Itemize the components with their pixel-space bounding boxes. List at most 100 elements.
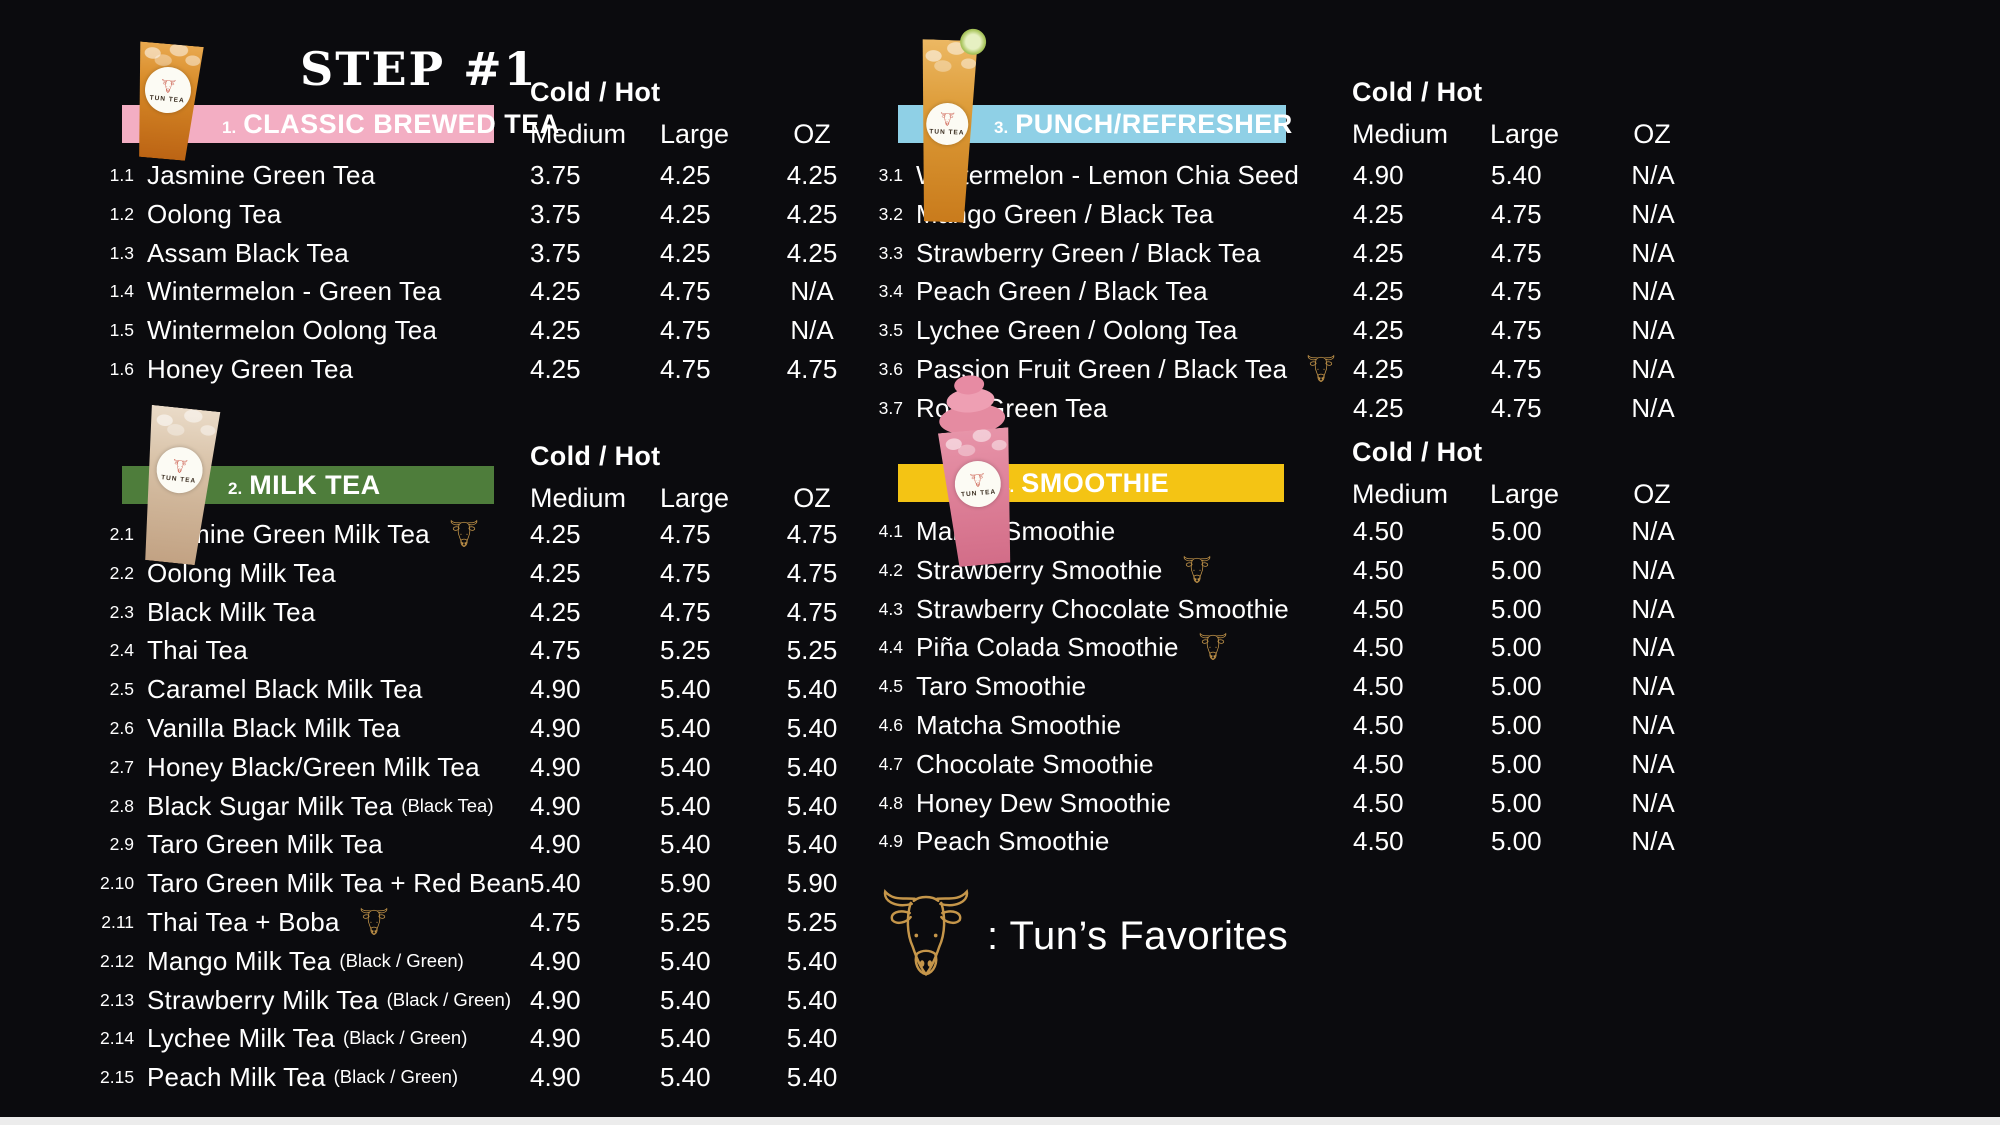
price-medium: 4.25 [1353, 198, 1404, 229]
item-number: 3.1 [878, 165, 903, 185]
section-title: PUNCH/REFRESHER [1015, 108, 1293, 139]
price-oz: 5.40 [786, 829, 838, 860]
price-medium: 4.50 [1353, 709, 1404, 740]
price-medium: 4.75 [530, 906, 581, 937]
price-medium: 3.75 [530, 198, 581, 229]
price-oz: N/A [1631, 593, 1675, 624]
column-headers: Medium Large OZ [530, 116, 864, 152]
price-large: 4.75 [1491, 276, 1542, 307]
price-oz: N/A [1631, 632, 1675, 663]
price-oz: 4.75 [786, 519, 838, 549]
price-large: 4.75 [660, 557, 711, 588]
menu-item-row: 4.2 Strawberry Smoothie 4.50 5.00 N/A [869, 551, 1705, 590]
menu-item-row: 4.7 Chocolate Smoothie 4.50 5.00 N/A [869, 745, 1705, 784]
item-number: 1.5 [109, 320, 134, 341]
item-number: 3.4 [878, 281, 903, 302]
price-large: 5.40 [660, 1062, 711, 1093]
price-large: 5.00 [1491, 593, 1542, 624]
price-medium: 4.50 [1353, 787, 1404, 818]
item-number: 2.14 [100, 1028, 135, 1049]
favorite-bull-icon [358, 903, 392, 942]
item-name: Thai Tea + Boba [147, 906, 340, 937]
item-number: 3.7 [878, 397, 903, 418]
price-medium: 4.25 [1353, 392, 1404, 423]
item-name-box: Taro Smoothie [916, 667, 1353, 706]
menu-item-row: 3.3 Strawberry Green / Black Tea 4.25 4.… [869, 234, 1705, 273]
item-name: Lychee Milk Tea [147, 1023, 335, 1054]
favorite-bull-icon [1197, 628, 1231, 667]
item-name: Peach Green / Black Tea [916, 276, 1208, 307]
menu-item-row: 4.9 Peach Smoothie 4.50 5.00 N/A [869, 822, 1705, 861]
item-number: 2.15 [100, 1067, 135, 1088]
price-large: 5.40 [1491, 160, 1542, 190]
logo-bull-icon [160, 77, 177, 95]
item-name: Matcha Smoothie [916, 709, 1122, 740]
price-oz: N/A [1631, 353, 1675, 384]
item-name: Wintermelon - Lemon Chia Seed [916, 160, 1299, 190]
price-oz: N/A [790, 315, 834, 346]
price-large: 5.40 [660, 790, 711, 821]
favorite-bull-icon [448, 515, 482, 554]
price-medium: 4.90 [530, 1023, 581, 1054]
price-large: 4.75 [1491, 237, 1542, 268]
price-medium: 4.25 [530, 519, 581, 549]
item-name: Wintermelon Oolong Tea [147, 315, 438, 346]
menu-item-row: 3.4 Peach Green / Black Tea 4.25 4.75 N/… [869, 272, 1705, 311]
menu-item-row: 4.1 Mango Smoothie 4.50 5.00 N/A [869, 512, 1705, 551]
section-number: 2. [228, 478, 243, 498]
col-header-large: Large [1490, 119, 1560, 149]
item-list-smoothie: 4.1 Mango Smoothie 4.50 5.00 N/A 4.2 Str… [869, 512, 1705, 861]
favorite-bull-icon [1305, 350, 1339, 389]
price-large: 5.40 [660, 674, 711, 705]
cold-hot-label: Cold / Hot [530, 441, 661, 471]
section-bar-label-wrap: 2. MILK TEA [228, 470, 381, 501]
item-number: 4.4 [878, 637, 903, 658]
price-large: 5.00 [1491, 709, 1542, 740]
favorites-label: : Tun’s Favorites [987, 913, 1289, 958]
item-number: 2.13 [100, 989, 135, 1010]
item-number: 4.6 [878, 714, 903, 735]
drink-photo-classic-brewed-tea: TUN TEA [125, 41, 209, 162]
item-name-box: Mango Green / Black Tea [916, 195, 1353, 234]
price-medium: 4.90 [530, 829, 581, 860]
price-large: 5.00 [1491, 516, 1542, 546]
price-oz: 5.25 [786, 635, 838, 666]
item-name: Piña Colada Smoothie [916, 632, 1179, 663]
logo-bull-icon [939, 111, 956, 129]
item-name-box: Piña Colada Smoothie [916, 628, 1353, 667]
item-name: Taro Smoothie [916, 671, 1087, 702]
price-oz: 5.40 [786, 790, 838, 821]
item-number: 4.9 [878, 831, 903, 852]
item-name: Thai Tea [147, 635, 248, 666]
item-name-box: Mango Smoothie [916, 512, 1353, 551]
page-title: STEP #1 [300, 42, 538, 96]
item-name-box: Black Sugar Milk Tea (Black Tea) [147, 787, 530, 826]
price-large: 5.40 [660, 1023, 711, 1054]
item-name-box: Thai Tea [147, 631, 530, 670]
price-large: 4.75 [660, 276, 711, 307]
col-header-medium: Medium [1352, 479, 1449, 509]
item-number: 2.6 [109, 717, 134, 738]
item-name-box: Strawberry Green / Black Tea [916, 234, 1353, 273]
menu-item-row: 1.5 Wintermelon Oolong Tea 4.25 4.75 N/A [100, 311, 864, 350]
item-note: (Black / Green) [339, 949, 464, 971]
price-large: 4.75 [1491, 315, 1542, 346]
item-name-box: Strawberry Milk Tea (Black / Green) [147, 981, 530, 1020]
item-name-box: Black Milk Tea [147, 593, 530, 632]
price-header-milk-tea: Cold / Hot Medium Large OZ [530, 438, 864, 516]
item-name: Peach Smoothie [916, 826, 1110, 857]
menu-item-row: 2.7 Honey Black/Green Milk Tea 4.90 5.40… [100, 748, 864, 787]
item-name: Jasmine Green Tea [147, 160, 376, 190]
price-oz: N/A [1631, 198, 1675, 229]
price-large: 5.40 [660, 945, 711, 976]
price-medium: 4.25 [530, 315, 581, 346]
price-oz: N/A [1631, 276, 1675, 307]
drink-photo-smoothie: TUN TEA [932, 374, 1025, 569]
col-header-oz: OZ [793, 483, 831, 513]
price-oz: 4.75 [786, 353, 838, 384]
price-medium: 3.75 [530, 160, 581, 190]
item-list-milk-tea: 2.1 Jasmine Green Milk Tea 4.25 4.75 4.7… [100, 515, 864, 1097]
item-note: (Black / Green) [386, 988, 512, 1010]
item-name: Chocolate Smoothie [916, 748, 1154, 779]
